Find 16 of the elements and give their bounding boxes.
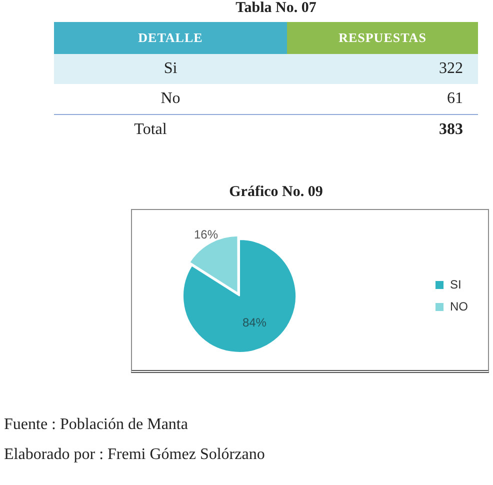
text: DETALLE <box>138 30 203 46</box>
text: RESPUESTAS <box>338 30 426 46</box>
data-label: 16% <box>194 227 218 242</box>
text: Elaborado por : Fremi Gómez Solórzano <box>4 446 265 464</box>
text: Tabla No. 07 <box>234 0 318 17</box>
data-label: 322 <box>439 60 463 77</box>
category-label: No <box>160 90 180 107</box>
data-label: 84% <box>242 316 267 330</box>
category-label: Total <box>134 121 167 138</box>
source-note: Fuente : Población de Manta <box>4 416 188 434</box>
data-label: 61 <box>447 90 463 107</box>
chart-title: Gráfico No. 09 <box>228 184 324 201</box>
legend-label: NO <box>450 299 468 314</box>
category-label: Si <box>164 60 178 77</box>
legend-label: SI <box>450 277 462 292</box>
data-label: 383 <box>439 121 463 138</box>
